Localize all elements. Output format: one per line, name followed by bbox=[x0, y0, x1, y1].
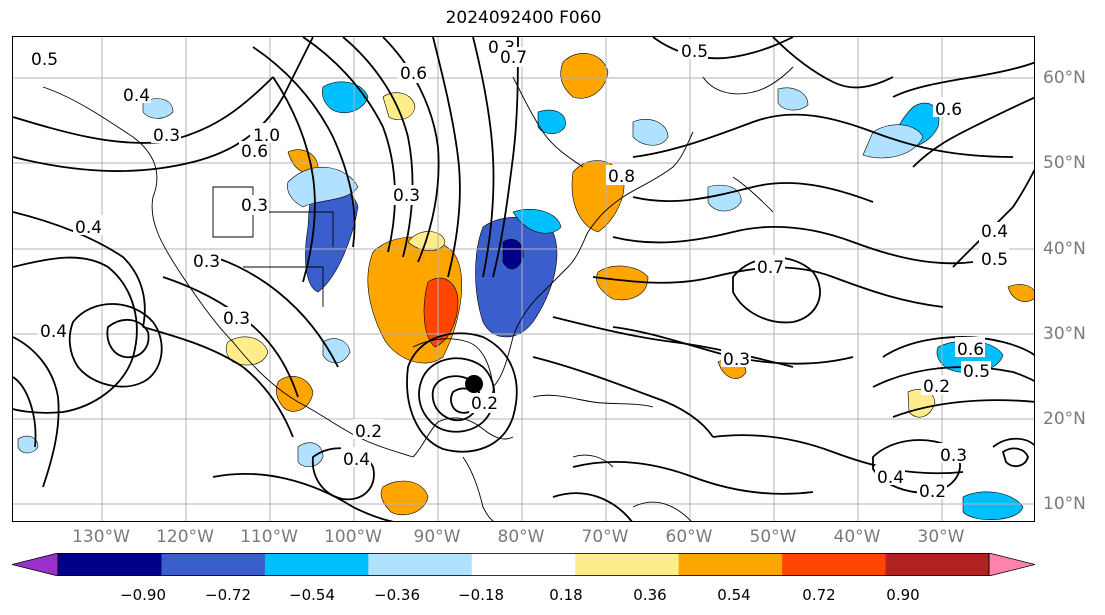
contour-label: 0.4 bbox=[981, 222, 1008, 242]
warm-anomaly-labrador bbox=[560, 53, 609, 99]
colorbar-segment bbox=[264, 553, 369, 576]
cold-anomaly-pacific2 bbox=[297, 442, 324, 467]
colorbar-segment bbox=[58, 553, 162, 576]
colorbar-tick-label: 0.72 bbox=[802, 586, 836, 604]
cold-anomaly-north-light bbox=[862, 124, 924, 159]
very-cold-core bbox=[502, 238, 524, 270]
colorbar-segment bbox=[885, 553, 990, 576]
cold-anomaly-labrador bbox=[777, 87, 809, 111]
shaded-anomalies bbox=[17, 53, 1034, 521]
colorbar-outline bbox=[57, 553, 990, 576]
lat-label: 50°N bbox=[1043, 153, 1086, 173]
colorbar-tick-label: 0.90 bbox=[886, 586, 920, 604]
contour-label: 0.7 bbox=[757, 258, 784, 278]
colorbar-tick-label: 0.18 bbox=[549, 586, 583, 604]
lon-label: 80°W bbox=[497, 527, 545, 547]
colorbar-tick-label: −0.72 bbox=[205, 586, 251, 604]
colorbar-extend-high bbox=[988, 553, 1035, 576]
contour-label: 0.3 bbox=[193, 252, 220, 272]
contour-lines bbox=[13, 37, 1034, 521]
contour-label: 0.4 bbox=[75, 218, 102, 238]
warm-anomaly-atlantic bbox=[596, 265, 649, 301]
colorbar bbox=[12, 553, 1035, 576]
colorbar-tick-label: 0.54 bbox=[717, 586, 751, 604]
contour-label: 0.3 bbox=[723, 350, 750, 370]
contour-label: 0.4 bbox=[123, 86, 150, 106]
contour-label: 0.5 bbox=[981, 250, 1008, 270]
colorbar-extend-low bbox=[12, 553, 59, 576]
map-title: 2024092400 F060 bbox=[445, 8, 602, 28]
cold-anomaly-mid bbox=[512, 208, 562, 234]
colorbar-tick-label: −0.54 bbox=[289, 586, 335, 604]
map-canvas: 0.5 0.4 0.3 1.0 0.6 0.3 0.3 0.4 0.3 0.6 … bbox=[13, 37, 1034, 521]
contour-label: 0.2 bbox=[919, 482, 946, 502]
lat-label: 30°N bbox=[1043, 324, 1086, 344]
colorbar-tick-label: −0.36 bbox=[374, 586, 420, 604]
colorbar-segment bbox=[161, 553, 266, 576]
colorbar-segment bbox=[782, 553, 887, 576]
contour-label: 0.3 bbox=[393, 186, 420, 206]
contour-label: 0.5 bbox=[681, 42, 708, 62]
contour-label-group: 0.5 0.4 0.3 1.0 0.6 0.3 0.3 0.4 0.3 0.6 … bbox=[29, 37, 1009, 502]
warm-anomaly-south bbox=[380, 480, 429, 516]
lon-label: 120°W bbox=[156, 527, 214, 547]
coastlines bbox=[42, 66, 794, 521]
colorbar-tick-label: −0.90 bbox=[120, 586, 166, 604]
cold-anomaly-southeast bbox=[475, 217, 558, 338]
lon-label: 70°W bbox=[581, 527, 629, 547]
contour-label: 0.5 bbox=[963, 362, 990, 382]
cold-anomaly-pacific3 bbox=[17, 435, 39, 454]
lon-label: 40°W bbox=[833, 527, 881, 547]
colorbar-tick-label: −0.18 bbox=[458, 586, 504, 604]
warm-anomaly-west bbox=[382, 92, 416, 120]
colorbar-segment bbox=[575, 553, 680, 576]
strong-warm-core bbox=[423, 277, 459, 348]
cold-anomaly-nova bbox=[707, 184, 742, 212]
contour-label: 0.4 bbox=[40, 322, 67, 342]
contour-label: 0.4 bbox=[343, 450, 370, 470]
cold-anomaly-quebec bbox=[632, 118, 669, 146]
colorbar-segment bbox=[678, 553, 783, 576]
colorbar-segment bbox=[471, 553, 576, 576]
contour-label: 0.3 bbox=[241, 196, 268, 216]
lon-label: 60°W bbox=[665, 527, 713, 547]
contour-label: 0.3 bbox=[153, 126, 180, 146]
contour-label: 0.4 bbox=[877, 468, 904, 488]
lat-label: 20°N bbox=[1043, 409, 1086, 429]
lon-label: 30°W bbox=[917, 527, 965, 547]
contour-label: 0.2 bbox=[471, 394, 498, 414]
contour-label: 0.2 bbox=[355, 422, 382, 442]
lat-label: 40°N bbox=[1043, 239, 1086, 259]
lon-label: 50°W bbox=[749, 527, 797, 547]
contour-label: 0.5 bbox=[31, 50, 58, 70]
contour-label: 0.6 bbox=[957, 340, 984, 360]
lon-label: 90°W bbox=[413, 527, 461, 547]
lon-label: 130°W bbox=[72, 527, 130, 547]
colorbar-segment bbox=[368, 553, 473, 576]
contour-label: 0.6 bbox=[935, 100, 962, 120]
lat-label: 10°N bbox=[1043, 494, 1086, 514]
contour-label: 0.7 bbox=[500, 48, 527, 68]
contour-label: 0.6 bbox=[400, 64, 427, 84]
contour-label: 0.8 bbox=[608, 167, 635, 187]
lat-lon-grid bbox=[13, 37, 1034, 521]
lon-label: 110°W bbox=[240, 527, 298, 547]
contour-label: 0.3 bbox=[223, 309, 250, 329]
cold-anomaly-mexico bbox=[322, 338, 351, 364]
cold-anomaly-canada bbox=[321, 81, 369, 113]
contour-label: 0.3 bbox=[940, 446, 967, 466]
contour-label: 0.6 bbox=[241, 142, 268, 162]
warm-anomaly-east bbox=[1007, 284, 1034, 302]
cold-anomaly-rockies-light bbox=[287, 166, 359, 208]
lat-label: 60°N bbox=[1043, 68, 1086, 88]
warm-anomaly-pacific bbox=[275, 375, 314, 412]
hurricane-center-marker bbox=[465, 375, 483, 393]
colorbar-tick-label: 0.36 bbox=[633, 586, 667, 604]
lon-label: 100°W bbox=[324, 527, 382, 547]
map-frame: 0.5 0.4 0.3 1.0 0.6 0.3 0.3 0.4 0.3 0.6 … bbox=[12, 36, 1035, 522]
cold-anomaly-pacific bbox=[142, 98, 174, 119]
cold-anomaly-se-corner bbox=[962, 491, 1024, 521]
contour-label: 0.2 bbox=[923, 377, 950, 397]
